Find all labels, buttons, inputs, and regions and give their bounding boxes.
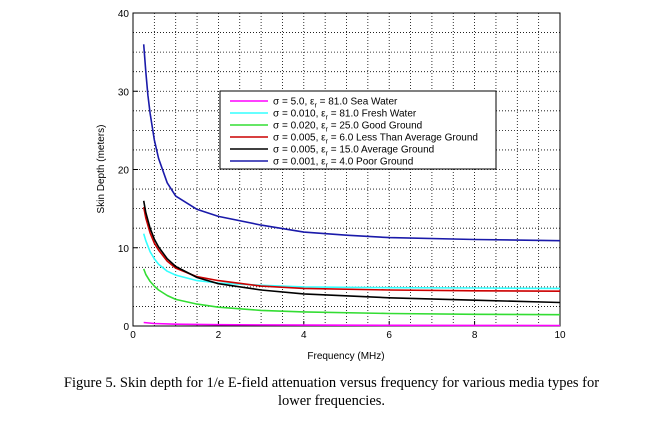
series-lines bbox=[142, 44, 561, 327]
legend-entry-4: σ = 0.005, εr = 6.0 Less Than Average Gr… bbox=[273, 133, 478, 146]
y-tick-label: 10 bbox=[118, 244, 130, 255]
legend-entry-5: σ = 0.005, εr = 15.0 Average Ground bbox=[273, 145, 434, 158]
x-tick-label: 4 bbox=[301, 330, 307, 341]
caption-line-1: Figure 5. Skin depth for 1/e E-field att… bbox=[63, 375, 600, 391]
legend-entry-3: σ = 0.020, εr = 25.0 Good Ground bbox=[273, 121, 422, 134]
legend-entry-6: σ = 0.001, εr = 4.0 Poor Ground bbox=[273, 157, 413, 170]
series-line-5 bbox=[142, 200, 561, 304]
x-axis-label: Frequency (MHz) bbox=[307, 351, 384, 362]
legend-entry-1: σ = 5.0, εr = 81.0 Sea Water bbox=[273, 97, 398, 110]
series-line-1 bbox=[143, 321, 561, 327]
skin-depth-chart: 0 2 4 6 8 10 0 10 20 30 40 Frequency (MHz) Skin De… bbox=[96, 9, 566, 362]
x-tick-label: 0 bbox=[130, 330, 136, 341]
caption-line-2: lower frequencies. bbox=[277, 393, 386, 409]
x-tick-label: 8 bbox=[472, 330, 478, 341]
series-line-6 bbox=[142, 44, 561, 242]
figure-caption: Figure 5. Skin depth for 1/e E-field att… bbox=[0, 374, 663, 410]
series-line-4 bbox=[142, 206, 561, 293]
x-tick-label: 6 bbox=[386, 330, 392, 341]
y-tick-label: 40 bbox=[118, 9, 130, 20]
x-tick-label: 10 bbox=[554, 330, 566, 341]
tick-labels: 0 2 4 6 8 10 0 10 20 30 40 bbox=[118, 9, 566, 341]
legend-box bbox=[219, 90, 497, 170]
legend-entry-2: σ = 0.010, εr = 81.0 Fresh Water bbox=[273, 109, 417, 122]
y-tick-label: 30 bbox=[118, 87, 130, 98]
x-tick-label: 2 bbox=[216, 330, 222, 341]
series-line-3 bbox=[142, 268, 561, 316]
y-tick-label: 0 bbox=[123, 322, 129, 333]
series-line-2 bbox=[142, 233, 561, 290]
y-tick-label: 20 bbox=[118, 166, 130, 177]
y-axis-label: Skin Depth (meters) bbox=[96, 125, 107, 214]
